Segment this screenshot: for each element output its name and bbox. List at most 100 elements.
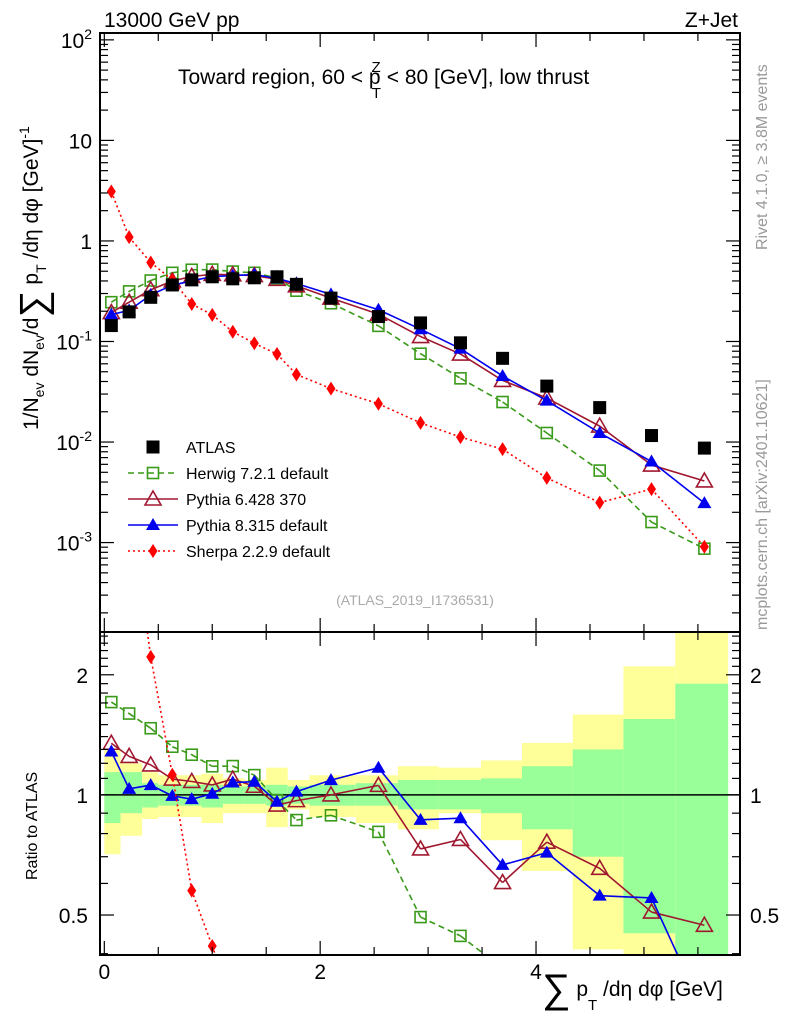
- data-point-atlas: [122, 305, 136, 319]
- main-series: [101, 184, 714, 555]
- ratio-point-sherpa: [207, 938, 217, 953]
- ratio-point-herwig: [454, 929, 467, 943]
- data-point-herwig: [540, 426, 554, 440]
- series-atlas: [104, 270, 711, 455]
- ratio-y-tick-label-right: 0.5: [750, 905, 779, 928]
- data-point-atlas: [324, 291, 338, 305]
- ratio-point-pythia6: [182, 771, 202, 789]
- legend-label: Pythia 6.428 370: [186, 492, 306, 509]
- ratio-series: [100, 631, 740, 956]
- ratio-point-herwig: [144, 721, 158, 735]
- legend-marker-pythia6: [143, 489, 163, 506]
- data-point-pythia6: [411, 326, 430, 344]
- data-point-herwig: [122, 285, 136, 298]
- plot-title: Toward region, 60 < pZ T < 80 [GeV], low …: [178, 59, 589, 102]
- mcplots-label: mcplots.cern.ch [arXiv:2401.10621]: [754, 379, 771, 630]
- ratio-point-pythia8: [539, 845, 554, 858]
- ratio-point-herwig: [105, 695, 118, 709]
- ratio-y-tick-label: 0.5: [59, 905, 88, 928]
- data-point-sherpa: [326, 381, 336, 396]
- band-inner-bin: [104, 772, 121, 824]
- tick-base: 10: [56, 533, 79, 556]
- data-point-pythia8: [539, 393, 554, 406]
- ratio-point-herwig: [205, 759, 219, 773]
- band-inner-bin: [480, 778, 522, 814]
- svg-text:1/Nev dNev/d∑ pT /dη dφ [GeV]: 1/Nev dNev/d∑ pT /dη dφ [GeV]-1: [13, 126, 55, 430]
- header-right: Z+Jet: [685, 9, 738, 32]
- tick-exponent: -1: [80, 327, 93, 343]
- title-sup: Z: [372, 59, 381, 76]
- band-inner-bin: [572, 749, 624, 857]
- series-line-pythia8: [111, 273, 705, 504]
- legend-label: Pythia 8.315 default: [186, 518, 328, 535]
- ratio-point-pythia8: [122, 781, 137, 794]
- ratio-point-pythia8: [104, 744, 119, 757]
- ratio-line-pythia8: [110, 751, 679, 956]
- ratio-point-pythia8: [592, 888, 607, 901]
- data-point-sherpa: [146, 255, 156, 270]
- svg-text:∑ pT /dη dφ [GeV]: ∑ pT /dη dφ [GeV]: [542, 967, 723, 1014]
- ratio-point-herwig: [122, 707, 136, 720]
- data-point-atlas: [697, 441, 711, 455]
- data-point-atlas: [289, 277, 303, 291]
- data-point-sherpa: [228, 324, 238, 339]
- data-point-atlas: [540, 379, 554, 393]
- legend-item-herwig: Herwig 7.2.1 default: [128, 466, 329, 483]
- ratio-point-pythia8: [184, 792, 199, 805]
- y-tick-label: 10-1: [56, 327, 92, 354]
- ratio-point-pythia8: [413, 812, 428, 825]
- data-point-herwig: [496, 395, 509, 409]
- data-point-pythia8: [104, 307, 119, 320]
- ratio-point-pythia6: [695, 915, 714, 933]
- ratio-point-sherpa: [187, 883, 197, 898]
- data-point-atlas: [185, 273, 199, 287]
- y-axis-label: 1/Nev dNev/d∑ pT /dη dφ [GeV]-1: [13, 126, 55, 430]
- ratio-point-pythia6: [321, 785, 341, 802]
- band-inner-bin: [521, 766, 573, 830]
- ratio-point-pythia6: [369, 775, 388, 793]
- data-point-sherpa: [416, 415, 426, 430]
- series-herwig: [105, 263, 711, 555]
- ratio-point-pythia8: [289, 784, 304, 797]
- title-pre: Toward region, 60 < p: [178, 66, 381, 89]
- title-post: < 80 [GeV], low thrust: [381, 66, 590, 89]
- y-tick-label: 102: [61, 26, 92, 53]
- ratio-point-herwig: [290, 813, 303, 827]
- y-tick-label: 1: [80, 231, 92, 254]
- data-point-sherpa: [699, 539, 709, 554]
- ratio-point-pythia6: [590, 858, 610, 876]
- ratio-point-sherpa: [167, 767, 177, 782]
- analysis-id: (ATLAS_2019_I1736531): [336, 592, 494, 608]
- legend-marker-sherpa: [148, 544, 158, 558]
- tick-exponent: -3: [80, 529, 93, 545]
- ratio-point-herwig: [372, 825, 385, 839]
- ratio-point-pythia8: [644, 890, 659, 903]
- data-point-pythia8: [697, 496, 712, 509]
- data-point-herwig: [645, 515, 658, 529]
- data-point-atlas: [645, 429, 659, 443]
- ratio-y-tick-label: 1: [76, 785, 88, 808]
- data-point-atlas: [144, 290, 158, 304]
- data-point-pythia8: [644, 454, 659, 467]
- legend-marker-herwig: [146, 466, 160, 480]
- ratio-point-pythia6: [493, 872, 512, 890]
- ratio-frame: [99, 631, 741, 956]
- data-point-atlas: [371, 310, 385, 324]
- series-line-herwig: [110, 268, 705, 550]
- ratio-y-tick-label: 2: [76, 665, 88, 688]
- ratio-point-pythia6: [287, 791, 306, 808]
- ratio-point-pythia8: [269, 794, 284, 807]
- x-tick-label: 2: [314, 961, 326, 984]
- data-point-atlas: [226, 272, 240, 286]
- ratio-series-pythia8: [104, 744, 679, 956]
- ratio-point-pythia6: [411, 839, 430, 856]
- ratio-y-tick-label-right: 1: [750, 785, 762, 808]
- data-point-pythia8: [495, 368, 510, 381]
- data-point-pythia8: [592, 425, 607, 438]
- legend-marker-pythia8: [146, 518, 160, 530]
- data-point-sherpa: [272, 347, 282, 362]
- ratio-point-herwig: [324, 809, 338, 822]
- data-point-sherpa: [542, 470, 552, 485]
